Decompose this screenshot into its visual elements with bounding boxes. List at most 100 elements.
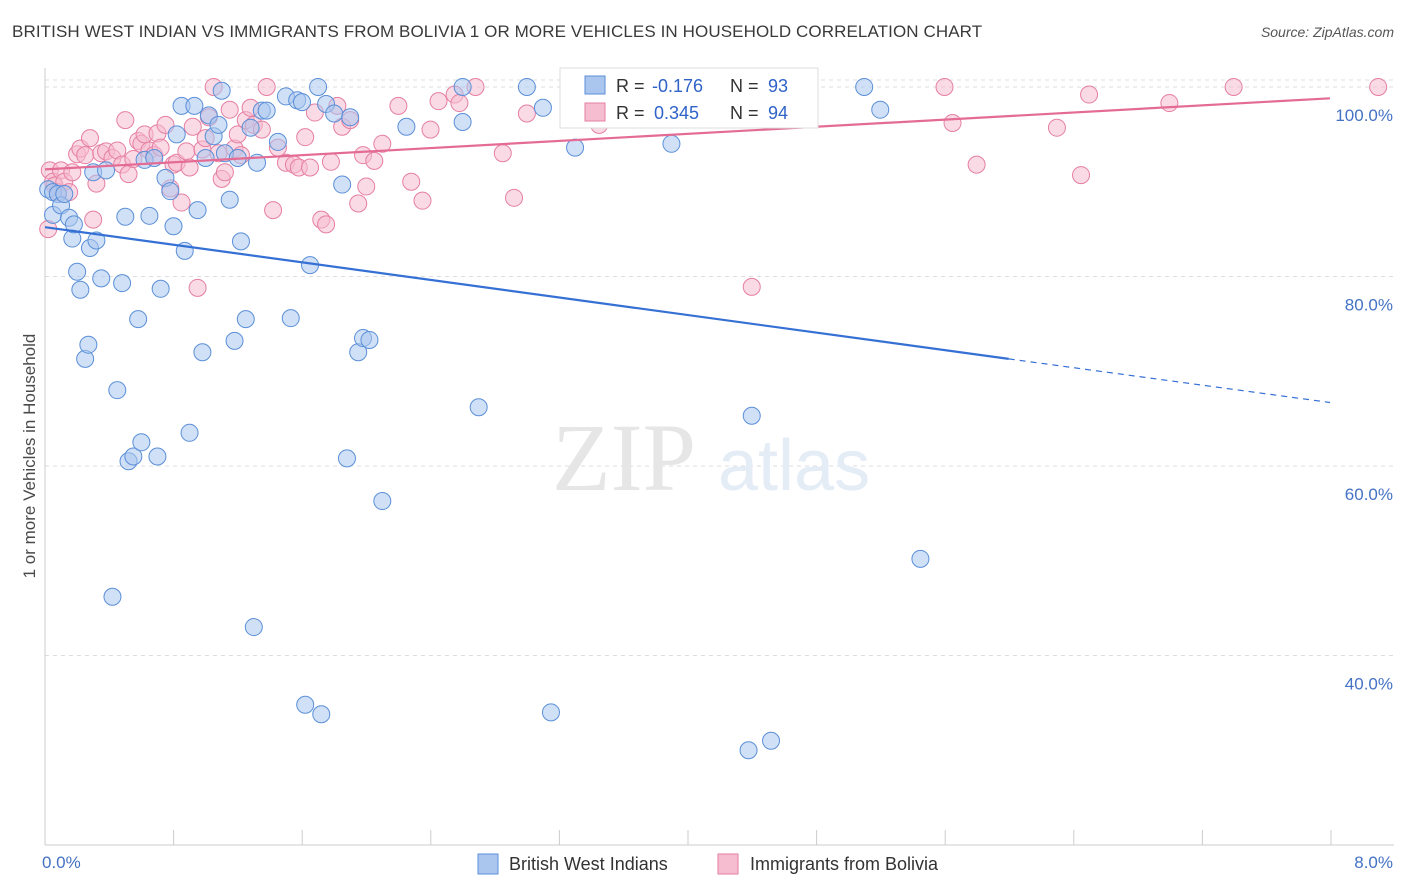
bwi-point-21 [116,207,135,226]
bwi-point-47 [220,190,239,209]
bwi-point-90 [911,549,930,568]
bolivia-point-38 [188,278,207,297]
bolivia-point-21 [119,165,138,184]
bolivia-point-76 [413,191,432,210]
bwi-point-61 [293,93,311,112]
bwi-point-75 [397,117,416,136]
series-legend-label-bwi: British West Indians [509,854,668,874]
bwi-point-73 [360,330,379,349]
series-legend-label-bolivia: Immigrants from Bolivia [750,854,939,874]
bolivia-point-61 [301,158,320,177]
x-ticks [173,830,1332,845]
bolivia-point-64 [317,215,336,234]
bolivia-point-46 [220,100,239,119]
bwi-point-88 [855,77,874,96]
bwi-point-74 [373,492,392,511]
bolivia-point-13 [84,210,103,229]
bolivia-point-55 [264,201,283,220]
legend-n-label-bwi: N = [730,76,759,96]
bwi-point-8 [64,215,83,234]
bwi-point-76 [453,113,472,132]
bolivia-point-94 [1160,94,1179,113]
bwi-point-69 [337,449,356,468]
bwi-point-29 [148,447,167,466]
y-axis-label: 1 or more Vehicles in Household [20,334,39,579]
bwi-point-53 [244,618,263,637]
legend-n-value-bolivia: 94 [768,103,788,123]
bwi-point-48 [225,331,244,350]
legend-swatch-bwi [584,75,606,95]
y-tick-label-60: 60.0% [1345,485,1393,504]
bwi-point-85 [742,406,761,425]
bolivia-point-78 [429,92,448,111]
bwi-point-23 [124,447,143,466]
series-legend-swatch-bolivia [717,853,739,875]
bwi-point-12 [79,335,98,354]
bolivia-point-65 [321,152,340,171]
bwi-point-50 [231,232,250,251]
bolivia-point-69 [349,194,368,213]
bwi-point-67 [325,104,344,123]
bwi-point-25 [132,433,151,452]
bwi-point-30 [151,279,170,298]
bolivia-point-37 [183,117,202,136]
y-tick-label-100: 100.0% [1335,106,1393,125]
legend-r-value-bwi: -0.176 [652,76,703,96]
bwi-point-87 [762,731,781,750]
bwi-point-9 [68,262,87,281]
bolivia-point-35 [177,142,196,161]
y-tick-labels: 40.0% 60.0% 80.0% 100.0% [1335,106,1393,694]
bwi-point-10 [71,280,90,299]
bolivia-point-75 [402,172,421,191]
bwi-point-59 [281,309,300,328]
watermark-zip: ZIP [552,404,696,511]
legend-r-value-bolivia: 0.345 [654,103,699,123]
stats-legend: R = -0.176 N = 93 R = 0.345 N = 94 [559,67,819,129]
bolivia-point-93 [1080,85,1099,104]
bwi-point-84 [662,134,681,153]
bwi-point-5 [55,185,74,204]
bwi-point-40 [193,343,212,362]
bwi-point-70 [341,108,360,127]
trend-line-bwi [44,226,1009,360]
bwi-point-56 [257,101,276,120]
bwi-point-20 [113,274,132,293]
bwi-point-57 [268,132,287,151]
legend-n-label-bolivia: N = [730,103,759,123]
gridlines [45,79,1394,656]
watermark: ZIP atlas [552,404,870,511]
bolivia-point-92 [1072,166,1091,185]
bolivia-point-86 [742,277,761,296]
legend-n-value-bwi: 93 [768,76,788,96]
legend-r-label-bolivia: R = [616,103,645,123]
bolivia-point-8 [63,163,82,182]
bwi-point-81 [541,703,560,722]
bwi-point-64 [309,77,328,96]
bwi-point-27 [140,206,159,225]
bolivia-point-88 [935,77,954,96]
bwi-point-80 [533,98,552,117]
series-bwi-points [39,77,930,760]
bwi-point-41 [196,149,215,168]
bwi-point-16 [92,269,111,288]
trend-line-bwi-extension [1008,358,1331,404]
bolivia-point-95 [1224,77,1243,96]
bwi-point-15 [87,231,106,250]
bwi-point-86 [739,741,758,760]
bwi-point-62 [296,695,315,714]
trend-line-bolivia [44,97,1331,171]
bolivia-point-71 [357,177,376,196]
bolivia-point-45 [215,163,234,182]
bwi-point-17 [97,161,116,180]
chart-title: BRITISH WEST INDIAN VS IMMIGRANTS FROM B… [12,22,983,41]
bwi-point-39 [188,201,207,220]
bwi-point-45 [212,81,231,100]
bwi-point-38 [185,96,204,115]
bwi-point-52 [241,118,260,137]
bolivia-point-34 [172,193,191,212]
bolivia-point-54 [257,77,276,96]
bolivia-point-11 [76,146,95,165]
bwi-point-82 [566,138,585,157]
legend-swatch-bolivia [584,102,606,122]
